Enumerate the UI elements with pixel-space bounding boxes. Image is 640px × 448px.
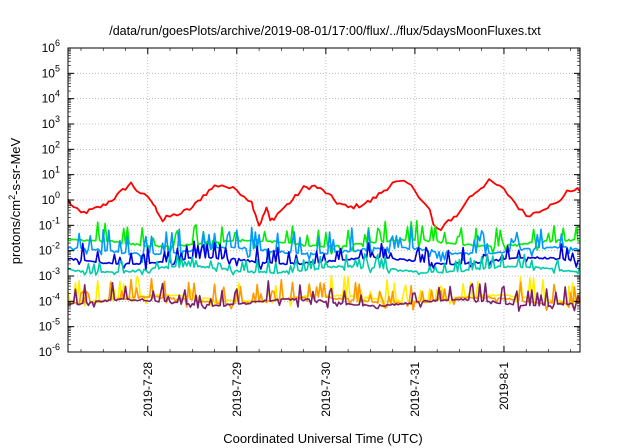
series-line-7 — [67, 277, 581, 311]
x-tick-label: 2019-7-29 — [230, 362, 244, 417]
y-tick-label: 10-4 — [39, 291, 60, 308]
x-tick-labels: 2019-7-28 2019-7-29 2019-7-30 2019-7-31 2019… — [141, 362, 511, 417]
y-tick-label: 103 — [42, 114, 60, 131]
x-tick-label: 2019-7-30 — [319, 362, 333, 417]
y-tick-label: 10-3 — [39, 266, 60, 283]
series-line-2 — [67, 220, 581, 255]
y-tick-label: 102 — [42, 139, 60, 156]
x-tick-label: 2019-7-31 — [408, 362, 422, 417]
chart-title: /data/run/goesPlots/archive/2019-08-01/1… — [109, 24, 541, 38]
y-tick-label: 10-5 — [39, 317, 60, 334]
y-tick-label: 10-1 — [39, 215, 60, 232]
series-line-4 — [67, 240, 581, 271]
y-tick-label: 104 — [42, 89, 60, 106]
y-tick-label: 101 — [42, 165, 60, 182]
y-tick-label: 105 — [42, 63, 60, 80]
series-line-5 — [67, 253, 581, 276]
y-axis-title-sup: 2 — [7, 195, 17, 200]
x-tick-label: 2019-7-28 — [141, 362, 155, 417]
y-tick-label: 10-2 — [39, 241, 60, 258]
axis-ticks — [68, 47, 580, 353]
x-tick-label: 2019-8-1 — [497, 362, 511, 410]
y-axis-title-prefix: protons/cm — [8, 200, 23, 264]
y-tick-label: 100 — [42, 190, 60, 207]
series-line-1 — [67, 178, 581, 232]
grid — [68, 48, 580, 352]
plot-area — [67, 178, 581, 312]
y-axis-title: protons/cm2-s-sr-MeV — [7, 137, 23, 264]
y-tick-labels: 10-6 10-5 10-4 10-3 10-2 10-1 100 101 102 103 104 1… — [39, 38, 60, 359]
y-tick-label: 10-6 — [39, 342, 60, 359]
series-line-8 — [67, 280, 581, 312]
y-axis-title-suffix: -s-sr-MeV — [8, 137, 23, 194]
x-axis-title: Coordinated Universal Time (UTC) — [223, 431, 422, 446]
y-tick-label: 106 — [42, 38, 60, 55]
